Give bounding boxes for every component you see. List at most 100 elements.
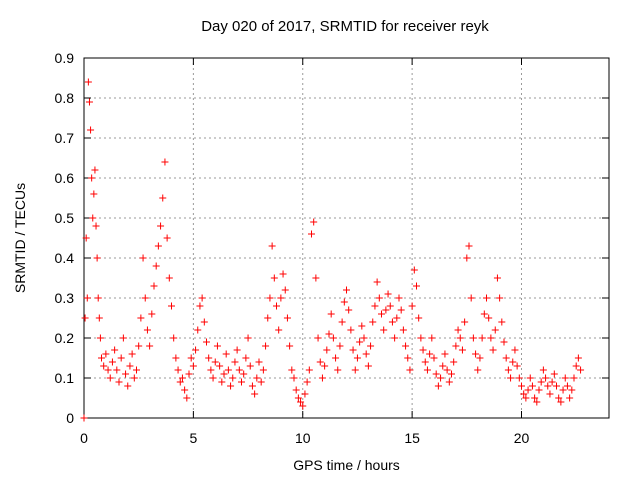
- data-point: [458, 346, 466, 354]
- data-point: [327, 310, 335, 318]
- data-point: [135, 342, 143, 350]
- data-point: [362, 350, 370, 358]
- data-point: [233, 346, 241, 354]
- data-point: [489, 346, 497, 354]
- data-point: [207, 366, 215, 374]
- data-point: [194, 326, 202, 334]
- data-point: [336, 342, 344, 350]
- data-point: [445, 378, 453, 386]
- data-point: [84, 78, 92, 86]
- data-point: [119, 334, 127, 342]
- data-point: [441, 350, 449, 358]
- data-point: [248, 382, 256, 390]
- data-point: [474, 366, 482, 374]
- data-point: [198, 294, 206, 302]
- data-point: [531, 394, 539, 402]
- data-point: [329, 334, 337, 342]
- x-tick-label: 15: [404, 430, 420, 446]
- data-point: [428, 334, 436, 342]
- data-point: [423, 366, 431, 374]
- data-point: [518, 382, 525, 390]
- plot-frame: [83, 57, 610, 419]
- data-point: [172, 354, 180, 362]
- data-point: [504, 366, 512, 374]
- data-point: [404, 354, 412, 362]
- data-point: [378, 310, 385, 318]
- data-point: [170, 334, 178, 342]
- data-point: [251, 390, 259, 398]
- data-point: [308, 230, 315, 238]
- data-point: [548, 378, 556, 386]
- y-tick-label: 0.4: [55, 250, 75, 266]
- data-point: [498, 318, 506, 326]
- data-point: [563, 382, 571, 390]
- data-point: [189, 362, 197, 370]
- data-point: [343, 286, 350, 294]
- data-point: [456, 334, 464, 342]
- data-point: [321, 362, 329, 370]
- data-point: [88, 174, 96, 182]
- data-point: [574, 354, 582, 362]
- data-point: [472, 350, 480, 358]
- data-point: [323, 346, 331, 354]
- data-point: [133, 366, 140, 374]
- data-point: [526, 374, 534, 382]
- data-point: [122, 370, 130, 378]
- y-tick-label: 0.7: [55, 130, 75, 146]
- data-point: [98, 354, 105, 362]
- y-tick-label: 0.8: [55, 90, 75, 106]
- data-point: [349, 346, 357, 354]
- data-point: [417, 334, 425, 342]
- data-point: [213, 342, 221, 350]
- data-point: [139, 254, 147, 262]
- data-point: [161, 158, 169, 166]
- y-tick-label: 0: [66, 410, 74, 426]
- data-point: [176, 378, 184, 386]
- data-point: [406, 366, 414, 374]
- data-point: [386, 302, 394, 310]
- y-axis: 0 0.1 0.2 0.3 0.4 0.5 0.6 0.7 0.8 0.9: [55, 50, 609, 426]
- data-point: [452, 342, 460, 350]
- data-point: [141, 294, 149, 302]
- data-point: [467, 294, 475, 302]
- data-point: [533, 398, 541, 406]
- data-point: [130, 374, 138, 382]
- data-point: [299, 402, 307, 410]
- data-point: [555, 394, 563, 402]
- data-point: [491, 326, 499, 334]
- data-point: [94, 294, 102, 302]
- data-point: [310, 218, 318, 226]
- data-point: [85, 98, 93, 106]
- data-point: [165, 274, 173, 282]
- data-point: [259, 366, 267, 374]
- data-point: [240, 370, 248, 378]
- data-point: [220, 370, 228, 378]
- data-point: [413, 282, 420, 290]
- data-point: [437, 374, 445, 382]
- data-point: [242, 354, 250, 362]
- data-point: [367, 342, 375, 350]
- data-point: [485, 314, 493, 322]
- data-point: [192, 346, 200, 354]
- data-point: [255, 358, 263, 366]
- data-point: [137, 314, 145, 322]
- data-point: [301, 390, 309, 398]
- data-point: [200, 318, 208, 326]
- data-point: [224, 366, 232, 374]
- data-point: [502, 354, 510, 362]
- data-point: [229, 374, 237, 382]
- x-tick-label: 20: [514, 430, 530, 446]
- data-point: [100, 362, 108, 370]
- data-point: [522, 394, 530, 402]
- y-tick-label: 0.5: [55, 210, 75, 226]
- data-point: [277, 294, 285, 302]
- y-axis-label: SRMTID / TECUs: [12, 182, 28, 294]
- data-point: [561, 374, 569, 382]
- data-point: [286, 342, 294, 350]
- data-point: [81, 314, 89, 322]
- data-point: [480, 310, 488, 318]
- data-point: [183, 394, 191, 402]
- data-point: [360, 334, 368, 342]
- data-point: [216, 362, 224, 370]
